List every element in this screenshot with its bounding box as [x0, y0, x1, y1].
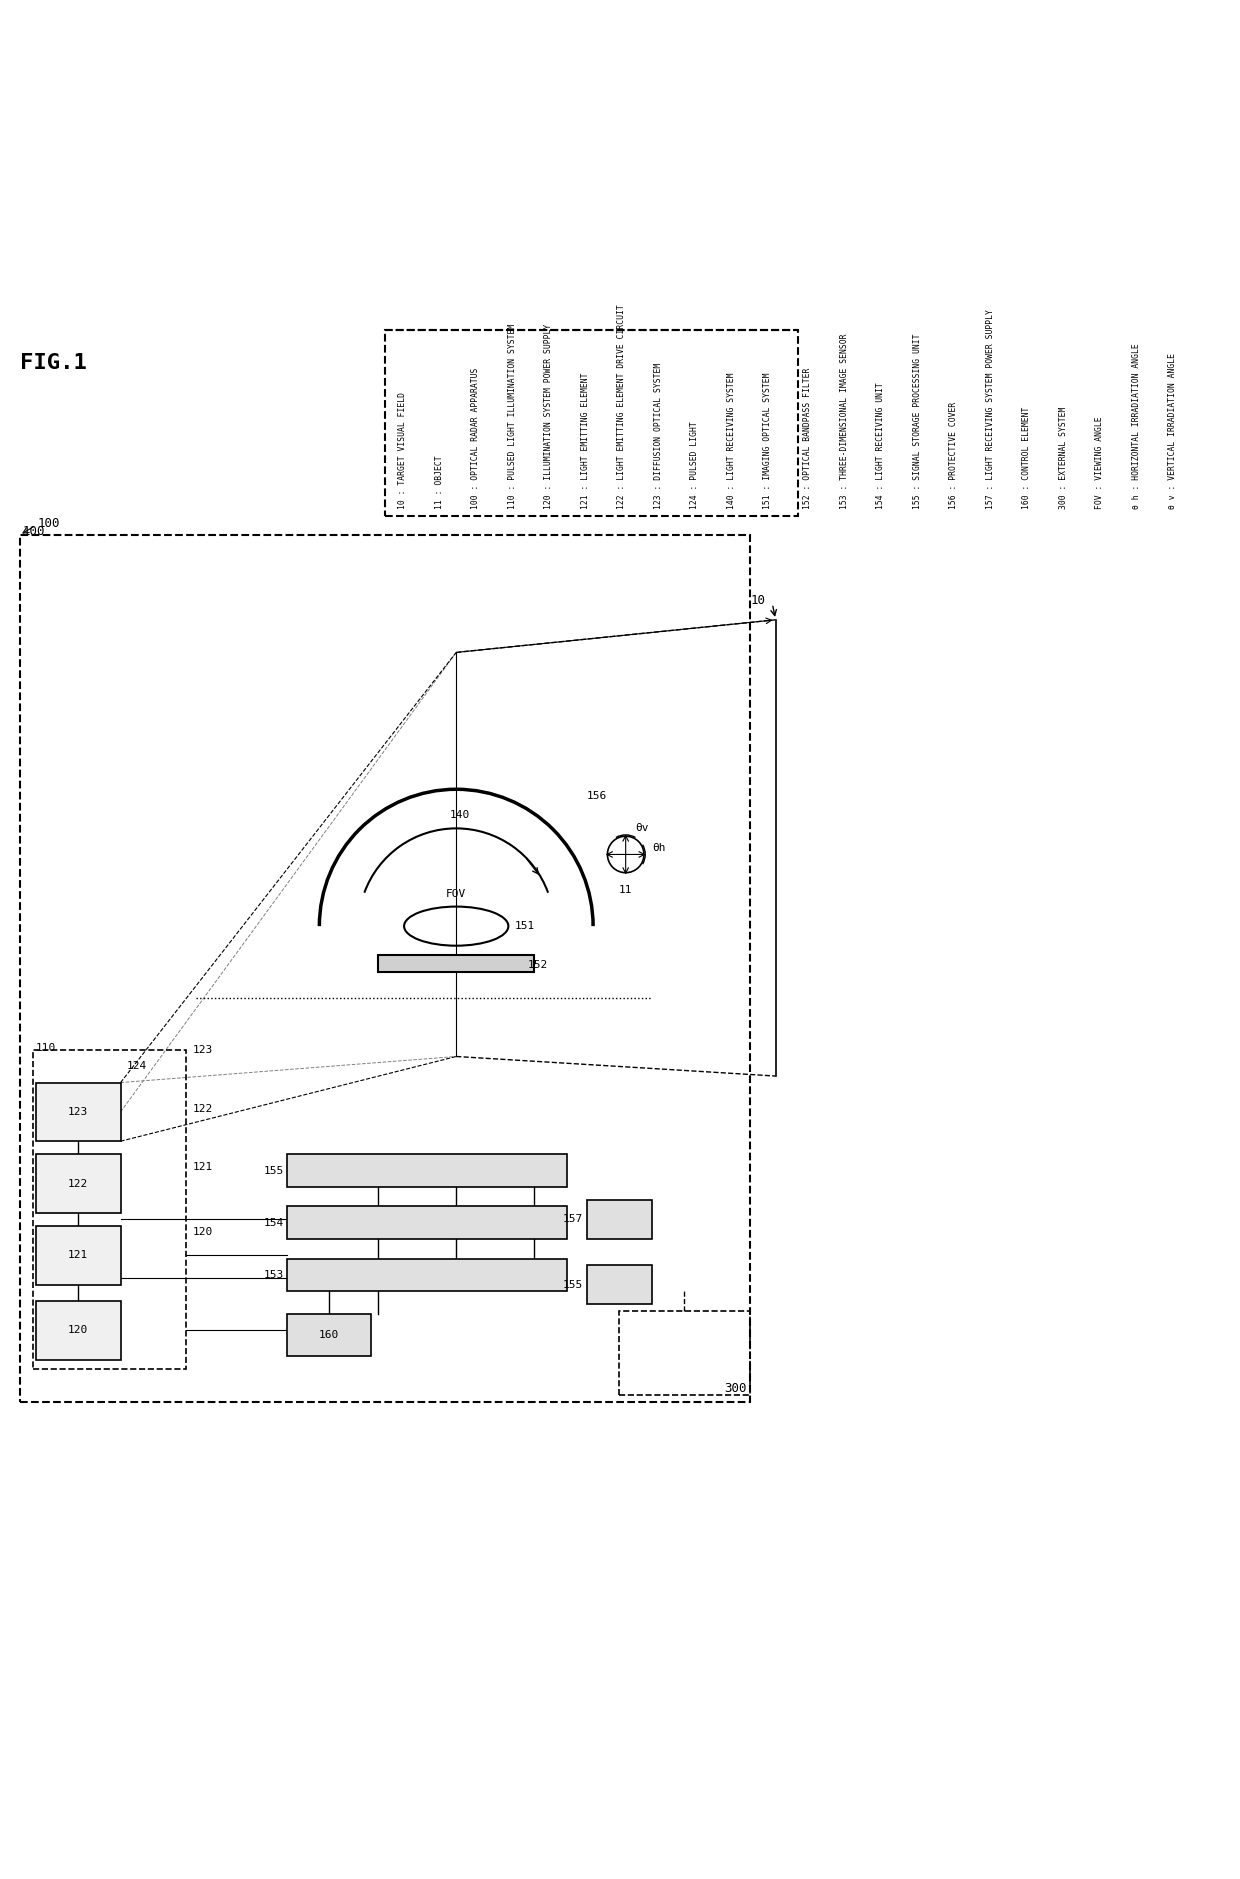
Text: θ v : VERTICAL IRRADIATION ANGLE: θ v : VERTICAL IRRADIATION ANGLE: [1168, 353, 1177, 509]
Text: 157: 157: [563, 1214, 583, 1225]
Bar: [587, 1265, 652, 1304]
Text: θv: θv: [635, 823, 649, 834]
Bar: [286, 1259, 567, 1291]
Text: 123: 123: [192, 1045, 212, 1054]
Text: 155 : SIGNAL STORAGE PROCESSING UNIT: 155 : SIGNAL STORAGE PROCESSING UNIT: [913, 333, 921, 509]
Text: 160 : CONTROL ELEMENT: 160 : CONTROL ELEMENT: [1022, 406, 1030, 509]
Text: 120: 120: [68, 1325, 88, 1336]
Text: θh: θh: [652, 844, 665, 853]
Bar: [286, 1154, 567, 1188]
Text: 140: 140: [450, 810, 470, 821]
Text: 156: 156: [587, 791, 606, 800]
Text: 300: 300: [724, 1383, 746, 1396]
Text: 11: 11: [619, 885, 632, 894]
Text: 153: 153: [263, 1270, 284, 1280]
Text: 100: 100: [22, 526, 46, 539]
Text: FOV : VIEWING ANGLE: FOV : VIEWING ANGLE: [1095, 417, 1104, 509]
Bar: [36, 1225, 120, 1285]
Text: 11 : OBJECT: 11 : OBJECT: [435, 455, 444, 509]
Text: 153 : THREE-DIMENSIONAL IMAGE SENSOR: 153 : THREE-DIMENSIONAL IMAGE SENSOR: [839, 333, 848, 509]
Text: 155: 155: [563, 1280, 583, 1289]
Text: 122: 122: [192, 1103, 212, 1114]
Text: 122 : LIGHT EMITTING ELEMENT DRIVE CIRCUIT: 122 : LIGHT EMITTING ELEMENT DRIVE CIRCU…: [618, 304, 626, 509]
Text: 121: 121: [192, 1163, 212, 1172]
Text: 300 : EXTERNAL SYSTEM: 300 : EXTERNAL SYSTEM: [1059, 406, 1068, 509]
Text: 154: 154: [263, 1218, 284, 1227]
Text: 123: 123: [68, 1107, 88, 1116]
Bar: [286, 1313, 372, 1357]
Text: 124: 124: [126, 1062, 148, 1071]
Bar: [20, 536, 749, 1402]
Text: 152: 152: [528, 960, 548, 970]
Bar: [378, 955, 534, 971]
Text: 151 : IMAGING OPTICAL SYSTEM: 151 : IMAGING OPTICAL SYSTEM: [764, 372, 773, 509]
Text: 151: 151: [515, 921, 536, 932]
Bar: [36, 1154, 120, 1214]
Bar: [286, 1206, 567, 1238]
Text: 155: 155: [263, 1165, 284, 1176]
Text: 100 : OPTICAL RADAR APPARATUS: 100 : OPTICAL RADAR APPARATUS: [471, 368, 480, 509]
Text: 110 : PULSED LIGHT ILLUMINATION SYSTEM: 110 : PULSED LIGHT ILLUMINATION SYSTEM: [507, 323, 517, 509]
Bar: [36, 1300, 120, 1360]
Text: 157 : LIGHT RECEIVING SYSTEM POWER SUPPLY: 157 : LIGHT RECEIVING SYSTEM POWER SUPPL…: [986, 310, 994, 509]
Bar: [32, 1050, 186, 1370]
Text: 100: 100: [37, 517, 60, 530]
Text: 154 : LIGHT RECEIVING UNIT: 154 : LIGHT RECEIVING UNIT: [875, 381, 885, 509]
Bar: [587, 1201, 652, 1238]
Text: 121: 121: [68, 1250, 88, 1261]
Text: 122: 122: [68, 1178, 88, 1189]
Bar: [384, 331, 799, 515]
Text: 152 : OPTICAL BANDPASS FILTER: 152 : OPTICAL BANDPASS FILTER: [804, 368, 812, 509]
Text: 10 : TARGET VISUAL FIELD: 10 : TARGET VISUAL FIELD: [398, 393, 407, 509]
Text: θ h : HORIZONTAL IRRADIATION ANGLE: θ h : HORIZONTAL IRRADIATION ANGLE: [1132, 344, 1141, 509]
Text: 120 : ILLUMINATION SYSTEM POWER SUPPLY: 120 : ILLUMINATION SYSTEM POWER SUPPLY: [544, 323, 553, 509]
Text: 10: 10: [750, 594, 766, 607]
Text: 123 : DIFFUSION OPTICAL SYSTEM: 123 : DIFFUSION OPTICAL SYSTEM: [653, 363, 662, 509]
Text: FOV: FOV: [446, 889, 466, 898]
Bar: [619, 1312, 749, 1396]
Text: 160: 160: [319, 1330, 340, 1340]
Text: 120: 120: [192, 1227, 212, 1238]
Text: 140 : LIGHT RECEIVING SYSTEM: 140 : LIGHT RECEIVING SYSTEM: [727, 372, 735, 509]
Bar: [36, 1082, 120, 1141]
Text: 156 : PROTECTIVE COVER: 156 : PROTECTIVE COVER: [949, 402, 959, 509]
Text: FIG.1: FIG.1: [20, 353, 87, 372]
Text: 124 : PULSED LIGHT: 124 : PULSED LIGHT: [691, 421, 699, 509]
Text: 121 : LIGHT EMITTING ELEMENT: 121 : LIGHT EMITTING ELEMENT: [580, 372, 590, 509]
Text: 110: 110: [36, 1043, 56, 1054]
